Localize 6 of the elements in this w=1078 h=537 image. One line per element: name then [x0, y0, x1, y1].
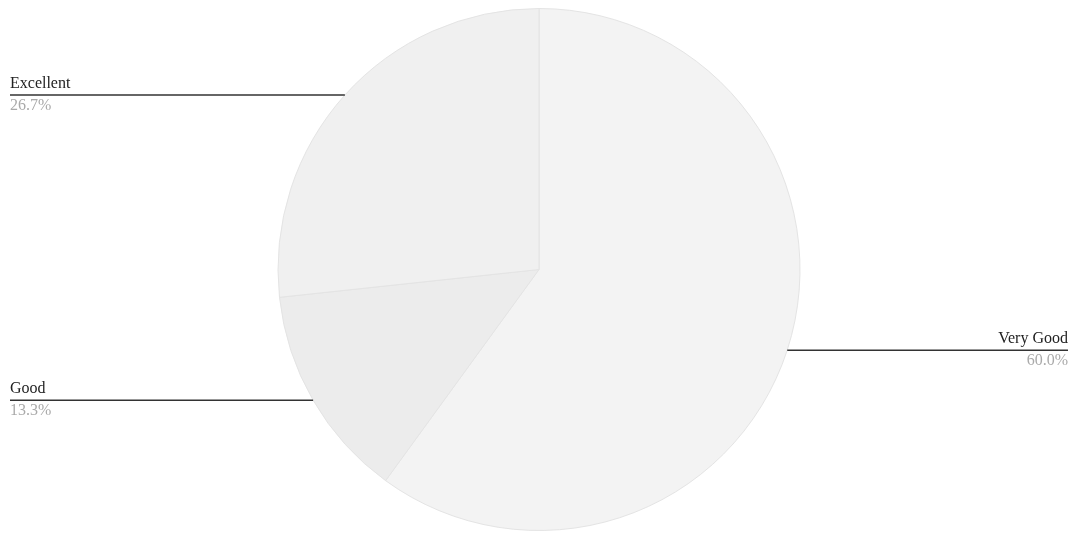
data-label: 13.3%: [10, 401, 52, 419]
slice-label: Good: [10, 379, 46, 397]
slice-label: Excellent: [10, 74, 71, 92]
slice-label: Very Good: [998, 329, 1068, 348]
data-label: 26.7%: [10, 96, 52, 114]
data-label: 60.0%: [1026, 351, 1068, 369]
